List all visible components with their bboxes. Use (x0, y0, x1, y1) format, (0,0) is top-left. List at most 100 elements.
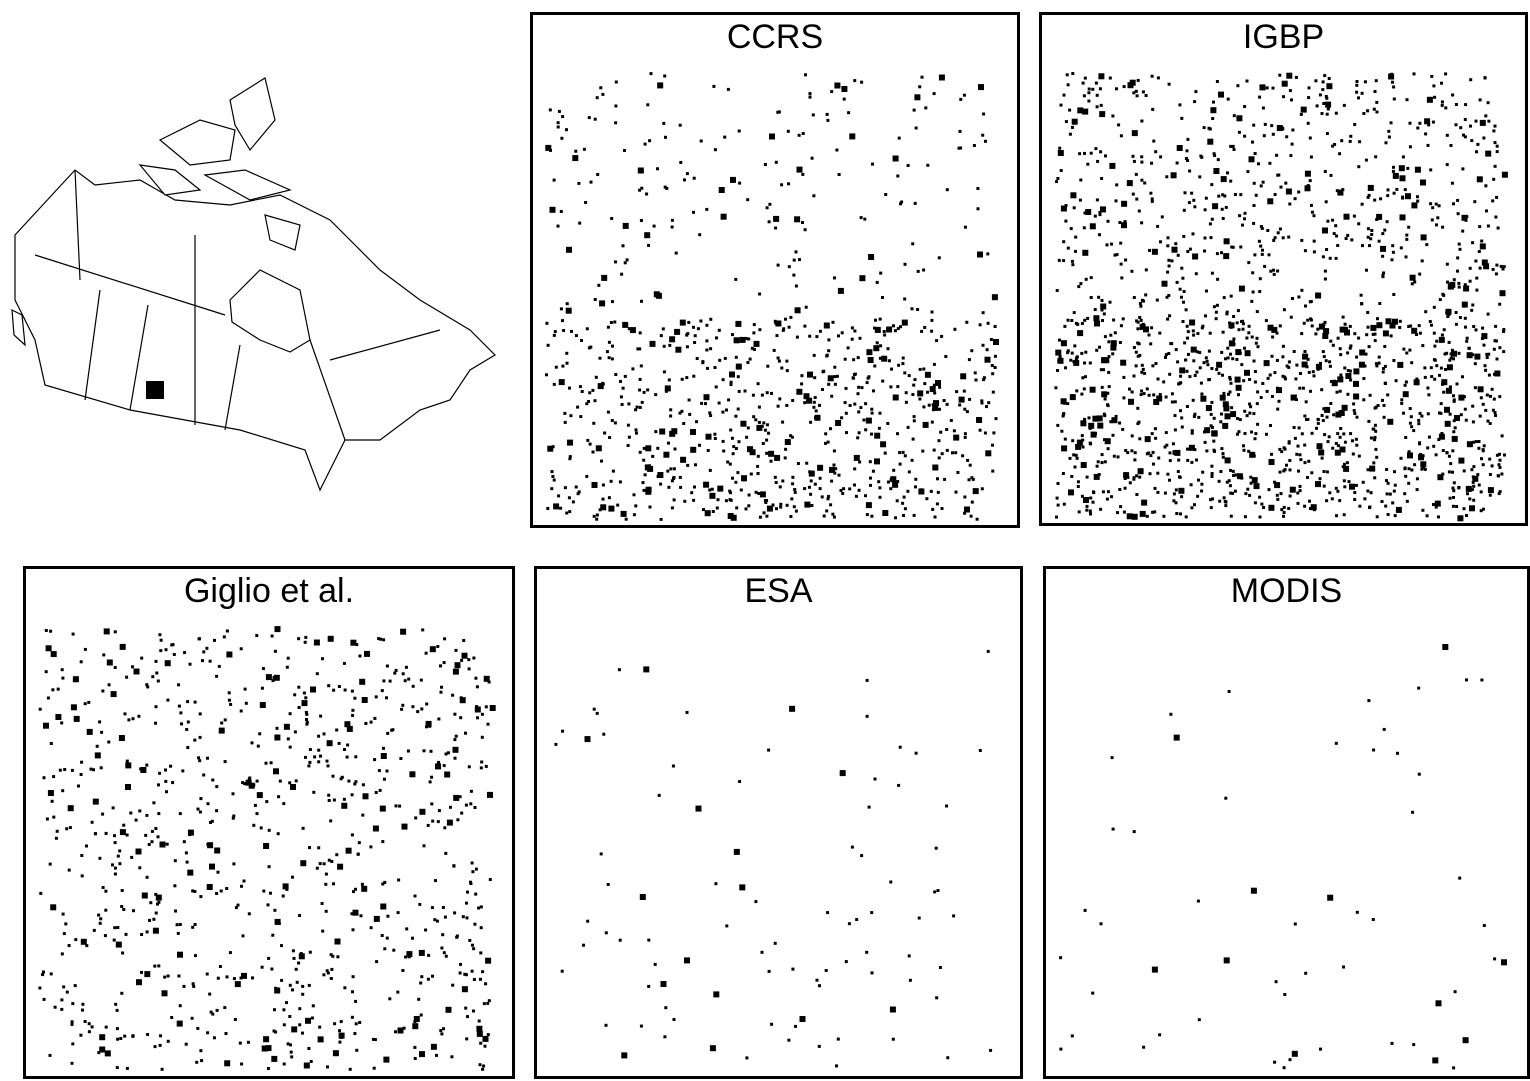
pixel (1349, 347, 1352, 350)
pixel (944, 355, 947, 358)
pixel (1109, 77, 1112, 80)
pixel (1393, 173, 1399, 179)
pixel (576, 406, 579, 409)
pixel (291, 988, 294, 991)
pixel (1097, 460, 1100, 463)
pixel (1071, 352, 1074, 355)
pixel (1248, 325, 1251, 328)
pixel (1211, 475, 1214, 478)
pixel (833, 516, 836, 519)
pixel (784, 318, 787, 321)
pixel (834, 83, 840, 89)
pixel (1297, 502, 1300, 505)
pixel (1337, 337, 1340, 340)
pixel (429, 780, 432, 783)
pixel (876, 281, 879, 284)
pixel (274, 650, 277, 653)
pixel (361, 814, 364, 817)
pixel (396, 991, 399, 994)
pixel (1256, 310, 1259, 313)
pixel (478, 1020, 481, 1023)
pixel (866, 715, 869, 718)
pixel (1066, 73, 1069, 76)
pixel (1110, 243, 1113, 246)
pixel (267, 903, 270, 906)
pixel (383, 778, 386, 781)
pixel (830, 90, 833, 93)
pixel (295, 779, 298, 782)
pixel (1229, 353, 1232, 356)
pixel (641, 401, 644, 404)
pixel (268, 865, 271, 868)
pixel (1276, 494, 1279, 497)
pixel (1225, 413, 1231, 419)
pixel (1307, 184, 1310, 187)
pixel (722, 450, 725, 453)
pixel (651, 455, 654, 458)
pixel (729, 429, 732, 432)
pixel (738, 182, 741, 185)
pixel (697, 327, 700, 330)
pixel (1339, 436, 1342, 439)
pixel (377, 637, 380, 640)
pixel (126, 760, 129, 763)
pixel (469, 802, 472, 805)
pixel (1409, 145, 1412, 148)
pixel (122, 824, 125, 827)
pixel (832, 321, 835, 324)
panel-title: CCRS (727, 18, 823, 56)
pixel (1465, 514, 1468, 517)
pixel (1451, 471, 1454, 474)
pixel (273, 1008, 276, 1011)
pixel (1358, 455, 1361, 458)
pixel (1355, 444, 1358, 447)
pixel (443, 637, 446, 640)
pixel (1489, 494, 1492, 497)
pixel (619, 480, 622, 483)
pixel (603, 432, 606, 435)
pixel (289, 712, 292, 715)
pixel (982, 113, 985, 116)
pixel (1446, 134, 1449, 137)
pixel (1243, 410, 1246, 413)
pixel (1365, 269, 1368, 272)
pixel (1492, 268, 1495, 271)
pixel (1101, 357, 1107, 363)
pixel (694, 334, 697, 337)
pixel (640, 219, 643, 222)
pixel (323, 732, 326, 735)
pixel (1472, 485, 1475, 488)
pixel (312, 1004, 315, 1007)
pixel (1472, 499, 1475, 502)
pixel (1250, 300, 1253, 303)
pixel (1133, 830, 1136, 833)
pixel (1172, 442, 1175, 445)
pixel (471, 944, 474, 947)
pixel (1238, 131, 1241, 134)
pixel (1442, 294, 1445, 297)
pixel (1209, 498, 1212, 501)
pixel (1410, 425, 1413, 428)
pixel (1316, 328, 1319, 331)
pixel (1452, 487, 1455, 490)
pixel (989, 1049, 992, 1052)
pixel (1089, 442, 1092, 445)
pixel (785, 404, 788, 407)
pixel (481, 1068, 484, 1071)
pixel (775, 161, 778, 164)
pixel (1091, 992, 1094, 995)
pixel (251, 741, 254, 744)
pixel (1108, 385, 1111, 388)
pixel (1353, 394, 1359, 400)
pixel (1321, 457, 1324, 460)
pixel (672, 765, 675, 768)
pixel (73, 679, 76, 682)
pixel (1142, 1046, 1145, 1049)
pixel (1237, 393, 1240, 396)
pixel (1433, 306, 1436, 309)
pixel (724, 357, 727, 360)
pixel (703, 482, 709, 488)
pixel (1152, 451, 1155, 454)
pixel (867, 377, 870, 380)
pixel (174, 859, 177, 862)
